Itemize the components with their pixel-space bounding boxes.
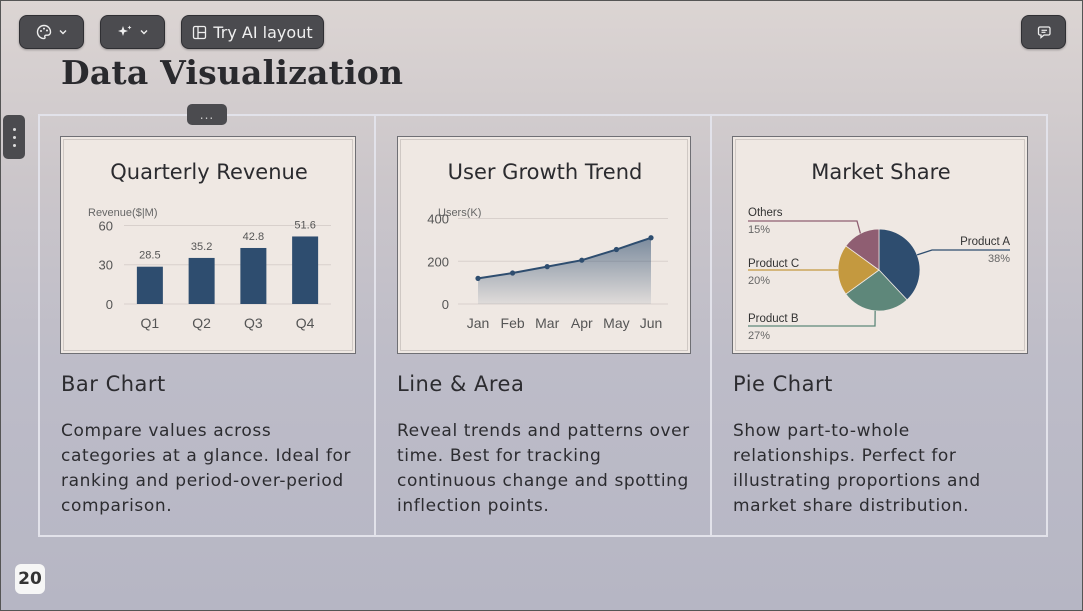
side-drag-handle[interactable] (3, 115, 25, 159)
y-tick-label: 0 (106, 297, 113, 312)
data-label: 28.5 (139, 250, 160, 262)
data-point (510, 270, 516, 276)
data-label: 42.8 (243, 231, 264, 243)
data-point (475, 275, 481, 281)
try-ai-layout-button[interactable]: Try AI layout (181, 15, 324, 49)
y-tick-label: 400 (427, 212, 449, 227)
data-point (648, 235, 654, 241)
x-tick-label: Feb (501, 315, 525, 331)
y-axis-label: Revenue($|M) (88, 207, 158, 219)
data-point (579, 257, 585, 263)
card-title: Line & Area (397, 372, 525, 396)
ai-style-button[interactable] (100, 15, 165, 49)
palette-icon (36, 24, 51, 40)
sparkle-icon (117, 25, 131, 36)
y-tick-label: 30 (99, 258, 113, 273)
data-point (544, 264, 550, 270)
x-tick-label: Q1 (141, 315, 160, 331)
x-tick-label: May (603, 315, 629, 331)
y-tick-label: 0 (442, 297, 449, 312)
chart-title: Market Share (811, 160, 950, 184)
chart-title: Quarterly Revenue (110, 160, 308, 184)
leader-line (916, 249, 1010, 256)
pie-slice (845, 269, 908, 312)
x-tick-label: Jun (640, 315, 663, 331)
area-fill (478, 237, 651, 304)
x-tick-label: Q3 (244, 315, 263, 331)
line-area-card[interactable]: User Growth Trend Users(K) 0 200 400 Jan Feb… (376, 116, 712, 535)
x-tick-label: Jan (467, 315, 490, 331)
y-tick-label: 60 (99, 218, 113, 233)
theme-button[interactable] (19, 15, 84, 49)
card-description: Show part-to-whole relationships. Perfec… (733, 421, 981, 516)
slice-percent: 15% (748, 224, 770, 236)
leader-line (748, 220, 862, 234)
pie-slice (878, 228, 921, 301)
x-tick-label: Q4 (296, 315, 315, 331)
card-description: Compare values across categories at a gl… (61, 421, 352, 516)
bar (188, 257, 215, 304)
card-title: Bar Chart (61, 372, 166, 396)
layout-icon (193, 25, 207, 39)
bar (136, 266, 163, 304)
slice-label: Product C (748, 258, 799, 270)
slice-label: Others (748, 207, 783, 219)
slice-label: Product A (960, 236, 1010, 248)
data-label: 35.2 (191, 241, 212, 253)
chart-title: User Growth Trend (448, 160, 643, 184)
chevron-down-icon (59, 30, 66, 35)
try-ai-layout-label: Try AI layout (213, 22, 313, 42)
leader-line (748, 310, 876, 327)
slice-percent: 27% (748, 330, 770, 342)
drag-tab[interactable]: ... (187, 104, 227, 125)
y-tick-label: 200 (427, 254, 449, 269)
line-chart-image: User Growth Trend Users(K) 0 200 400 Jan Feb… (397, 136, 691, 354)
data-label: 51.6 (294, 219, 315, 231)
chart-types-grid: Quarterly Revenue Revenue($|M) 0 30 60 28.5… (38, 114, 1048, 537)
page-number: 20 (15, 564, 45, 594)
comment-button[interactable] (1021, 15, 1066, 49)
x-tick-label: Mar (535, 315, 559, 331)
slice-percent: 20% (748, 275, 770, 287)
bar-chart-card[interactable]: Quarterly Revenue Revenue($|M) 0 30 60 28.5… (40, 116, 376, 535)
bar (292, 236, 319, 304)
data-point (613, 246, 619, 253)
bar (240, 247, 267, 304)
y-axis-label: Users(K) (438, 207, 481, 219)
pie-chart-card[interactable]: Market Share Product A 38% Product B 27% Pro… (712, 116, 1046, 535)
slice-label: Product B (748, 313, 799, 325)
page-title: Data Visualization (61, 53, 404, 92)
comment-icon (1037, 26, 1051, 39)
pie-chart-image: Market Share Product A 38% Product B 27% Pro… (732, 136, 1028, 354)
chevron-down-icon (140, 30, 147, 35)
card-description: Reveal trends and patterns over time. Be… (397, 421, 690, 516)
x-tick-label: Q2 (192, 315, 211, 331)
series-line (477, 236, 652, 280)
slice-percent: 38% (988, 253, 1010, 265)
x-tick-label: Apr (571, 315, 593, 331)
card-title: Pie Chart (733, 372, 833, 396)
bar-chart-image: Quarterly Revenue Revenue($|M) 0 30 60 28.5… (60, 136, 356, 354)
